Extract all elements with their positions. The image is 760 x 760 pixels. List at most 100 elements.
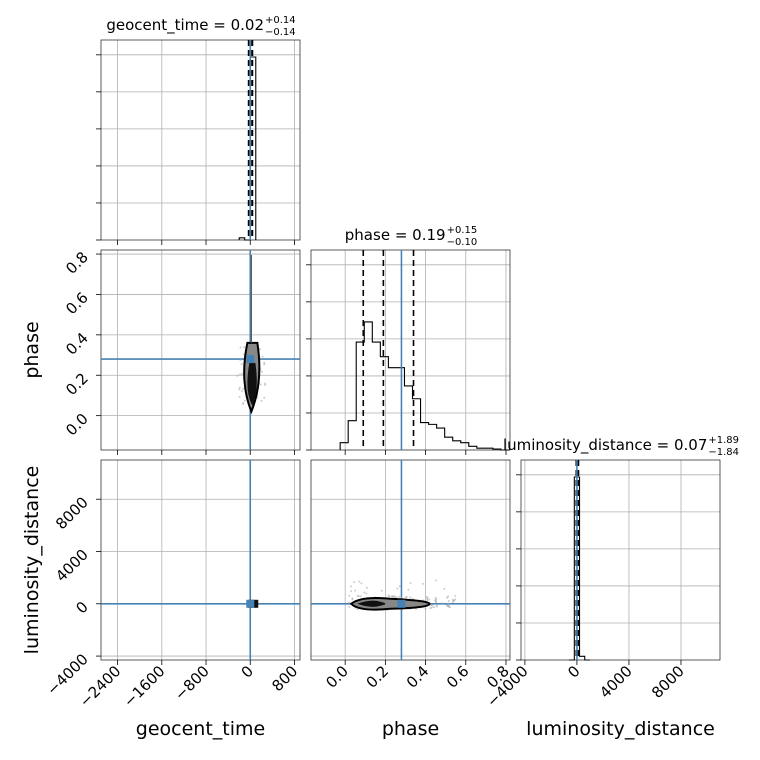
sample-point <box>240 389 243 392</box>
sample-point <box>409 581 412 584</box>
title-main-luminosity_distance: luminosity_distance = 0.07 <box>503 436 707 455</box>
sample-point <box>360 582 363 585</box>
panel-frame <box>310 459 511 661</box>
sample-point <box>363 591 366 594</box>
sample-point <box>394 595 397 598</box>
sample-point <box>435 579 438 582</box>
sample-point <box>356 608 359 611</box>
sample-point <box>431 604 434 607</box>
sample-point <box>436 604 439 607</box>
sample-point <box>348 601 351 604</box>
sample-point <box>243 399 246 402</box>
sample-point <box>398 585 401 588</box>
histogram-luminosity_distance <box>569 476 590 661</box>
sample-point <box>407 588 410 591</box>
tick-label-y-phase: 0.8 <box>62 248 92 278</box>
sample-point <box>243 346 246 349</box>
title-main-phase: phase = 0.19 <box>345 226 446 244</box>
panel-luminosity_distance-luminosity_distance <box>520 459 721 661</box>
title-upper-luminosity_distance: +1.89 <box>708 435 739 446</box>
sample-point <box>259 348 262 351</box>
tick-label-x-geocent_time: 800 <box>268 662 301 695</box>
density-core <box>357 600 386 607</box>
tick-label-x-luminosity_distance: 4000 <box>596 662 636 702</box>
tick-label-y-phase: 0.4 <box>62 329 92 359</box>
tick-label-y-luminosity_distance: 0 <box>72 598 91 617</box>
sample-point <box>441 602 444 605</box>
sample-point <box>261 370 264 373</box>
sample-point <box>390 595 393 598</box>
tick-label-x-geocent_time: −800 <box>171 662 213 704</box>
title-luminosity_distance: luminosity_distance = 0.07 +1.89−1.84 <box>503 435 739 458</box>
truth-marker-luminosity_distance-geocent_time <box>246 599 255 608</box>
sample-point <box>421 582 424 585</box>
panel-luminosity_distance-geocent_time <box>100 459 301 661</box>
sample-point <box>238 395 241 398</box>
tick-label-y-phase: 0.6 <box>62 289 92 319</box>
sample-point <box>388 595 391 598</box>
title-main-geocent_time: geocent_time = 0.02 <box>106 16 264 35</box>
tick-label-x-phase: 0.6 <box>443 662 473 692</box>
sample-point <box>348 605 351 608</box>
panel-luminosity_distance-phase <box>310 459 511 661</box>
tick-label-y-phase: 0.2 <box>62 369 92 399</box>
title-geocent_time: geocent_time = 0.02 +0.14−0.14 <box>106 15 295 38</box>
tick-label-y-luminosity_distance: 8000 <box>52 493 92 533</box>
sample-point <box>443 587 446 590</box>
tick-label-y-phase: 0.0 <box>62 410 92 440</box>
sample-point <box>400 596 403 599</box>
panel-geocent_time-geocent_time <box>100 39 301 241</box>
sample-point <box>236 374 239 377</box>
sample-point <box>351 598 354 601</box>
sample-point <box>424 607 427 610</box>
truth-marker-luminosity_distance-phase <box>397 599 406 608</box>
sample-point <box>404 596 407 599</box>
sample-point <box>263 363 266 366</box>
title-lower-luminosity_distance: −1.84 <box>708 447 739 458</box>
sample-point <box>365 586 368 589</box>
sample-point <box>263 396 266 399</box>
title-lower-geocent_time: −0.14 <box>265 27 296 38</box>
sample-point <box>259 383 262 386</box>
sample-point <box>445 604 448 607</box>
histogram-phase <box>339 321 510 451</box>
panel-frame <box>310 249 511 451</box>
sample-point <box>380 589 383 592</box>
histogram-geocent_time <box>238 56 257 241</box>
panel-frame <box>100 459 301 661</box>
sample-point <box>260 399 263 402</box>
density-core <box>247 362 257 406</box>
sample-point <box>353 581 356 584</box>
panel-frame <box>100 39 301 241</box>
sample-point <box>239 358 242 361</box>
sample-point <box>349 585 352 588</box>
sample-point <box>398 595 401 598</box>
panel-frame <box>100 249 301 451</box>
sample-point <box>356 595 359 598</box>
tick-label-x-geocent_time: −1600 <box>120 662 169 711</box>
sample-point <box>264 382 267 385</box>
sample-point <box>238 373 241 376</box>
x-axis-label-luminosity_distance: luminosity_distance <box>526 718 715 740</box>
tick-label-y-luminosity_distance: 4000 <box>52 546 92 586</box>
sample-point <box>354 589 357 592</box>
tick-label-x-luminosity_distance: 0 <box>564 662 583 681</box>
sample-point <box>448 606 451 609</box>
sample-point <box>359 595 362 598</box>
sample-point <box>365 592 368 595</box>
sample-point <box>242 387 245 390</box>
tick-label-x-phase: 0.4 <box>403 662 433 692</box>
sample-point <box>261 355 264 358</box>
sample-point <box>434 599 437 602</box>
sample-point <box>432 606 435 609</box>
sample-point <box>428 598 431 601</box>
sample-point <box>409 596 412 599</box>
sample-point <box>447 599 450 602</box>
sample-point <box>348 594 351 597</box>
tick-label-x-luminosity_distance: 8000 <box>648 662 688 702</box>
tick-label-x-phase: 0.2 <box>363 662 393 692</box>
sample-point <box>396 587 399 590</box>
sample-point <box>447 595 450 598</box>
